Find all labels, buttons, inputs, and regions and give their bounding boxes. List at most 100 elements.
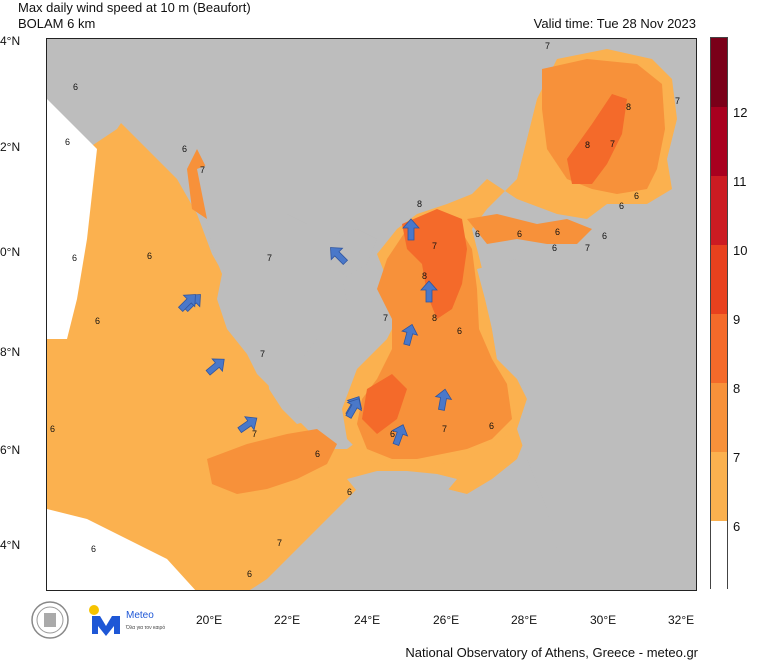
contour-label: 7 <box>252 429 257 439</box>
wind-arrow-icon <box>391 424 409 446</box>
contour-label: 6 <box>182 144 187 154</box>
wind-arrow-icon <box>345 398 362 419</box>
wind-arrow-icon <box>420 280 438 303</box>
map-title: Max daily wind speed at 10 m (Beaufort) <box>18 0 251 15</box>
colorbar-segment <box>711 176 727 245</box>
land-italy <box>47 39 167 149</box>
lat-label: 4°N <box>0 34 21 48</box>
contour-label: 8 <box>422 271 427 281</box>
contour-label: 7 <box>585 243 590 253</box>
colorbar-label: 10 <box>733 243 748 258</box>
lon-label: 20°E <box>196 613 223 627</box>
contour-label: 6 <box>390 429 395 439</box>
contour-label: 6 <box>555 227 560 237</box>
colorbar-segment <box>711 383 727 452</box>
colorbar-label: 8 <box>733 381 741 396</box>
contour-label: 7 <box>200 165 205 175</box>
contour-label: 6 <box>72 253 77 263</box>
colorbar-segment <box>711 38 727 107</box>
contour-label: 7 <box>442 424 447 434</box>
meteo-logo: Meteo Όλα για τον καιρό <box>88 604 168 638</box>
white-area-north <box>47 99 97 339</box>
wind-arrow-icon <box>237 416 258 434</box>
contour-label: 6 <box>315 449 320 459</box>
colorbar-segment <box>711 521 727 590</box>
lat-label: 2°N <box>0 140 21 154</box>
meteo-logo-subtext: Όλα για τον καιρό <box>125 624 165 631</box>
colorbar-segment <box>711 314 727 383</box>
meteo-logo-text: Meteo <box>126 610 154 621</box>
contour-label: 7 <box>432 241 437 251</box>
land-turkey <box>477 244 696 590</box>
land-greece <box>197 159 377 389</box>
model-label: BOLAM 6 km <box>18 16 96 31</box>
contour-label: 6 <box>489 421 494 431</box>
white-area-south <box>47 509 196 590</box>
footer-credit: National Observatory of Athens, Greece -… <box>405 645 698 660</box>
lon-label: 24°E <box>354 613 381 627</box>
lat-label: 6°N <box>0 443 21 457</box>
contour-label: 6 <box>475 229 480 239</box>
wind-field-level-8-blacksea <box>567 94 627 184</box>
wind-arrows <box>177 218 453 446</box>
contour-label: 6 <box>457 326 462 336</box>
colorbar-segment <box>711 452 727 521</box>
lon-label: 22°E <box>274 613 301 627</box>
contour-label: 6 <box>552 243 557 253</box>
colorbar-segment <box>711 107 727 176</box>
valid-time: Valid time: Tue 28 Nov 2023 <box>533 16 696 31</box>
contour-label: 6 <box>65 137 70 147</box>
contour-label: 6 <box>602 231 607 241</box>
lat-label: 4°N <box>0 538 21 552</box>
lon-label: 26°E <box>433 613 460 627</box>
colorbar <box>710 37 728 590</box>
contour-label: 6 <box>147 251 152 261</box>
wind-field-level-6 <box>47 49 677 590</box>
wind-field-level-8-south <box>362 374 407 434</box>
colorbar-label: 9 <box>733 312 741 327</box>
contour-label: 6 <box>517 229 522 239</box>
lon-label: 32°E <box>668 613 695 627</box>
wind-arrow-icon <box>330 247 349 266</box>
contour-label: 7 <box>610 139 615 149</box>
contour-label: 6 <box>619 201 624 211</box>
contour-label: 7 <box>267 253 272 263</box>
lat-label: 0°N <box>0 245 21 259</box>
contour-label: 6 <box>347 487 352 497</box>
contour-label: 8 <box>585 140 590 150</box>
colorbar-label: 12 <box>733 105 748 120</box>
contour-label: 6 <box>634 191 639 201</box>
lon-label: 28°E <box>511 613 538 627</box>
contour-label: 7 <box>260 349 265 359</box>
wind-arrow-icon <box>205 358 225 376</box>
contour-label: 6 <box>247 569 252 579</box>
contour-label: 6 <box>91 544 96 554</box>
contour-label: 7 <box>383 313 388 323</box>
colorbar-label: 6 <box>733 519 741 534</box>
contour-label: 8 <box>417 199 422 209</box>
contour-label: 7 <box>675 96 680 106</box>
wind-field-level-7-crete <box>207 429 337 494</box>
land-peloponnese <box>267 359 322 424</box>
contour-label: 6 <box>95 316 100 326</box>
contour-label: 7 <box>277 538 282 548</box>
colorbar-segment <box>711 245 727 314</box>
noa-logo <box>30 600 70 640</box>
wind-field-level-7-marmara <box>467 214 592 244</box>
colorbar-label: 11 <box>733 174 747 189</box>
colorbar-label: 7 <box>733 450 741 465</box>
wind-arrow-icon <box>401 323 419 346</box>
wind-arrow-icon <box>402 218 420 241</box>
contour-label: 8 <box>626 102 631 112</box>
contour-label: 8 <box>432 313 437 323</box>
contour-label: 6 <box>73 82 78 92</box>
wind-arrow-icon <box>177 294 196 313</box>
wind-field-level-8-north-aegean <box>402 209 467 319</box>
contour-label: 6 <box>50 424 55 434</box>
wind-arrow-icon <box>434 388 453 411</box>
lat-label: 8°N <box>0 345 21 359</box>
lon-label: 30°E <box>590 613 617 627</box>
contour-label: 7 <box>545 41 550 51</box>
